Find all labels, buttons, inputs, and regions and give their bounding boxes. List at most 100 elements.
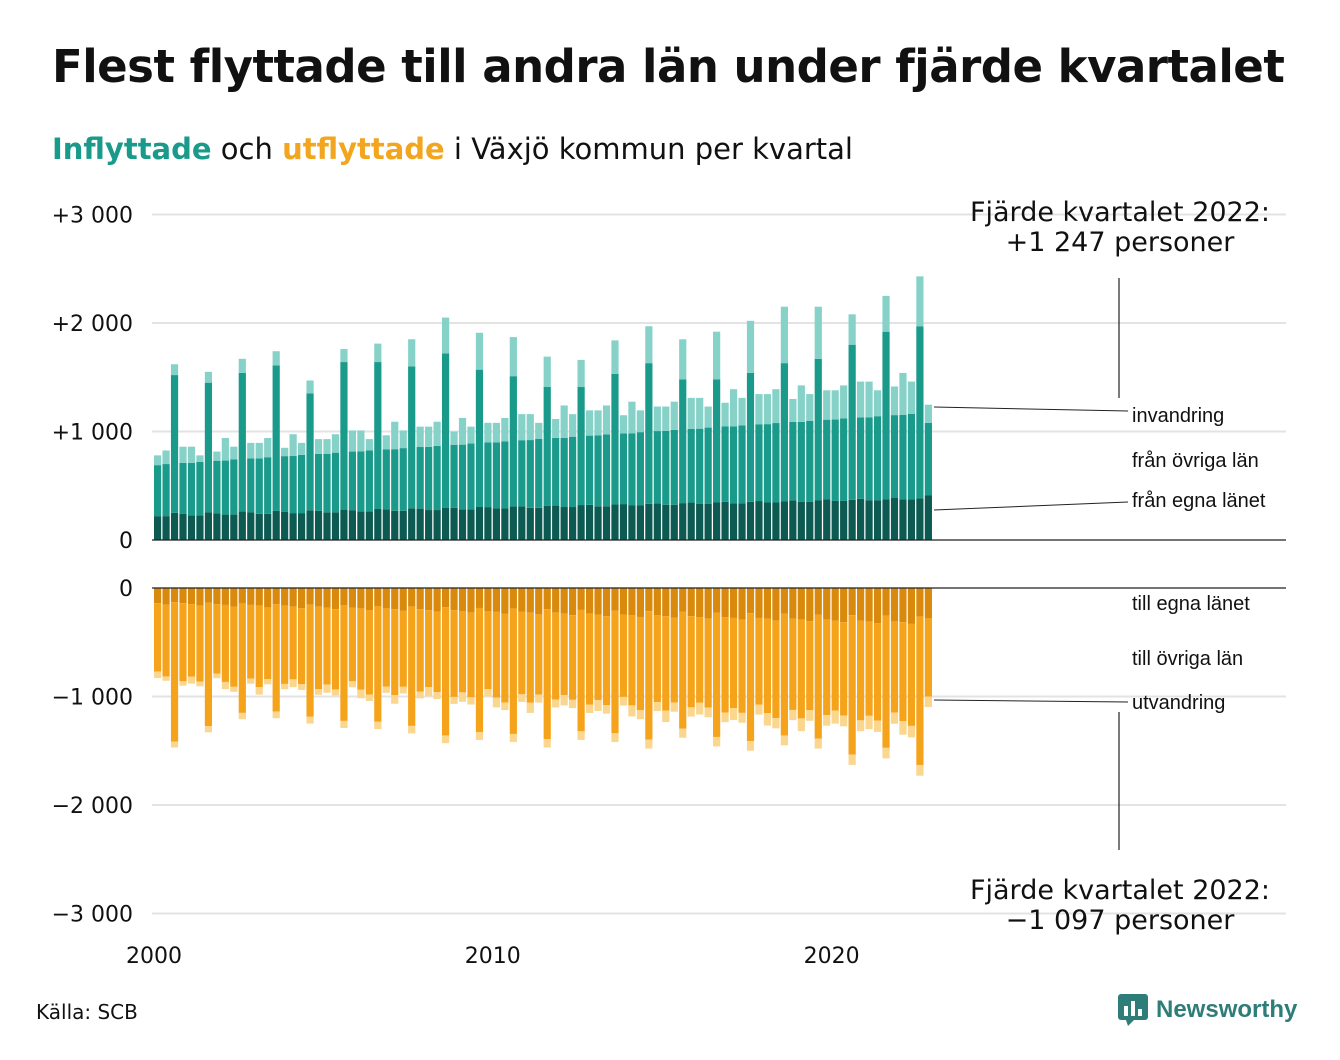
bar-out-other-33 bbox=[433, 611, 441, 693]
bar-in-immig-57 bbox=[636, 410, 644, 433]
bar-in-own-68 bbox=[729, 503, 738, 540]
bar-in-immig-46 bbox=[543, 356, 551, 388]
bar-in-other-46 bbox=[543, 387, 551, 506]
bar-in-own-72 bbox=[763, 502, 772, 540]
bar-in-immig-27 bbox=[382, 435, 390, 450]
bar-out-own-16 bbox=[289, 588, 297, 607]
bar-out-other-47 bbox=[552, 612, 560, 700]
bar-in-immig-42 bbox=[509, 337, 517, 377]
bar-out-own-37 bbox=[467, 588, 475, 613]
bar-in-other-17 bbox=[297, 454, 306, 514]
bar-out-own-24 bbox=[357, 588, 365, 609]
bar-out-emig-18 bbox=[306, 716, 314, 724]
bar-out-other-8 bbox=[221, 604, 229, 682]
bar-in-own-35 bbox=[450, 507, 458, 540]
bar-in-own-63 bbox=[687, 502, 695, 540]
bar-in-other-38 bbox=[475, 369, 484, 508]
bar-in-immig-37 bbox=[467, 426, 475, 444]
ytick-top-0: 0 bbox=[119, 529, 133, 554]
bar-out-other-57 bbox=[636, 616, 644, 711]
bar-out-emig-52 bbox=[594, 700, 602, 711]
bar-in-own-54 bbox=[611, 504, 619, 540]
bar-out-emig-88 bbox=[899, 721, 907, 735]
bar-out-own-91 bbox=[924, 588, 932, 619]
newsworthy-logo[interactable]: Newsworthy bbox=[1118, 994, 1297, 1026]
bar-in-immig-6 bbox=[204, 371, 213, 383]
bar-in-own-3 bbox=[179, 513, 187, 540]
bar-in-other-32 bbox=[425, 446, 433, 511]
bar-in-own-60 bbox=[662, 504, 670, 540]
bar-out-own-44 bbox=[526, 588, 534, 613]
bar-in-immig-69 bbox=[738, 397, 746, 426]
bar-out-other-4 bbox=[187, 604, 196, 677]
bar-in-own-33 bbox=[433, 510, 441, 540]
bar-in-other-29 bbox=[399, 448, 407, 511]
bar-in-other-55 bbox=[619, 433, 628, 505]
ytick-bottom-2: −2 000 bbox=[52, 794, 133, 819]
bar-out-other-44 bbox=[526, 612, 534, 703]
bar-out-other-67 bbox=[721, 617, 729, 713]
bar-out-own-25 bbox=[365, 588, 373, 611]
bar-in-immig-23 bbox=[348, 430, 357, 452]
bar-in-own-25 bbox=[365, 511, 373, 540]
bar-out-own-80 bbox=[831, 588, 839, 621]
bar-in-immig-25 bbox=[365, 439, 373, 451]
bar-in-other-58 bbox=[645, 363, 653, 504]
bar-out-own-19 bbox=[314, 588, 323, 607]
bar-in-other-14 bbox=[272, 365, 280, 511]
bar-out-other-36 bbox=[458, 611, 467, 693]
bar-in-other-41 bbox=[501, 441, 509, 509]
xtick-2010: 2010 bbox=[465, 944, 521, 969]
bar-in-other-65 bbox=[704, 427, 712, 504]
bar-in-immig-89 bbox=[907, 381, 916, 414]
bar-in-immig-90 bbox=[916, 276, 924, 327]
bar-in-own-53 bbox=[602, 506, 611, 540]
bar-out-other-52 bbox=[594, 614, 602, 701]
bar-out-emig-68 bbox=[729, 708, 738, 721]
bar-out-emig-75 bbox=[789, 709, 797, 721]
bar-out-emig-65 bbox=[704, 707, 712, 718]
bar-in-immig-22 bbox=[340, 349, 348, 363]
bar-out-own-29 bbox=[399, 588, 407, 611]
bar-in-other-78 bbox=[814, 358, 822, 501]
bar-in-immig-16 bbox=[289, 434, 297, 457]
bar-out-emig-74 bbox=[780, 735, 788, 746]
bar-in-other-34 bbox=[441, 353, 450, 508]
bar-in-immig-36 bbox=[458, 417, 467, 445]
bar-out-emig-24 bbox=[357, 689, 365, 699]
bar-in-own-56 bbox=[628, 505, 636, 540]
bar-out-emig-6 bbox=[204, 726, 213, 733]
bar-in-own-12 bbox=[255, 513, 263, 540]
ytick-bottom-1: −1 000 bbox=[52, 686, 133, 711]
bar-in-immig-29 bbox=[399, 430, 407, 449]
bar-out-emig-82 bbox=[848, 754, 856, 765]
bar-out-other-16 bbox=[289, 606, 297, 680]
bar-out-emig-57 bbox=[636, 710, 644, 720]
bar-in-immig-17 bbox=[297, 442, 306, 455]
bar-out-own-9 bbox=[230, 588, 238, 607]
bar-in-immig-71 bbox=[755, 394, 763, 425]
bar-out-emig-27 bbox=[382, 686, 390, 693]
bar-in-own-6 bbox=[204, 512, 213, 540]
bar-out-own-65 bbox=[704, 588, 712, 619]
bar-in-own-87 bbox=[890, 498, 899, 540]
bar-out-emig-91 bbox=[924, 696, 932, 708]
bar-in-other-5 bbox=[196, 461, 204, 516]
bar-in-other-85 bbox=[873, 416, 882, 501]
bar-in-immig-55 bbox=[619, 415, 628, 434]
bar-out-other-56 bbox=[628, 615, 636, 706]
bar-out-own-22 bbox=[340, 588, 348, 606]
bar-out-emig-83 bbox=[857, 720, 865, 732]
bar-in-immig-13 bbox=[264, 438, 272, 458]
bar-out-emig-32 bbox=[425, 687, 433, 697]
bar-in-other-16 bbox=[289, 456, 297, 514]
bar-in-own-15 bbox=[281, 511, 289, 540]
bar-out-own-79 bbox=[823, 588, 831, 620]
bar-out-own-67 bbox=[721, 588, 729, 618]
bar-in-own-66 bbox=[713, 502, 721, 540]
bar-in-other-10 bbox=[238, 372, 246, 512]
bar-in-other-51 bbox=[585, 435, 594, 505]
bar-out-emig-71 bbox=[755, 704, 763, 715]
bar-out-own-54 bbox=[611, 588, 619, 611]
series-label-top-2: invandring bbox=[1132, 405, 1224, 427]
